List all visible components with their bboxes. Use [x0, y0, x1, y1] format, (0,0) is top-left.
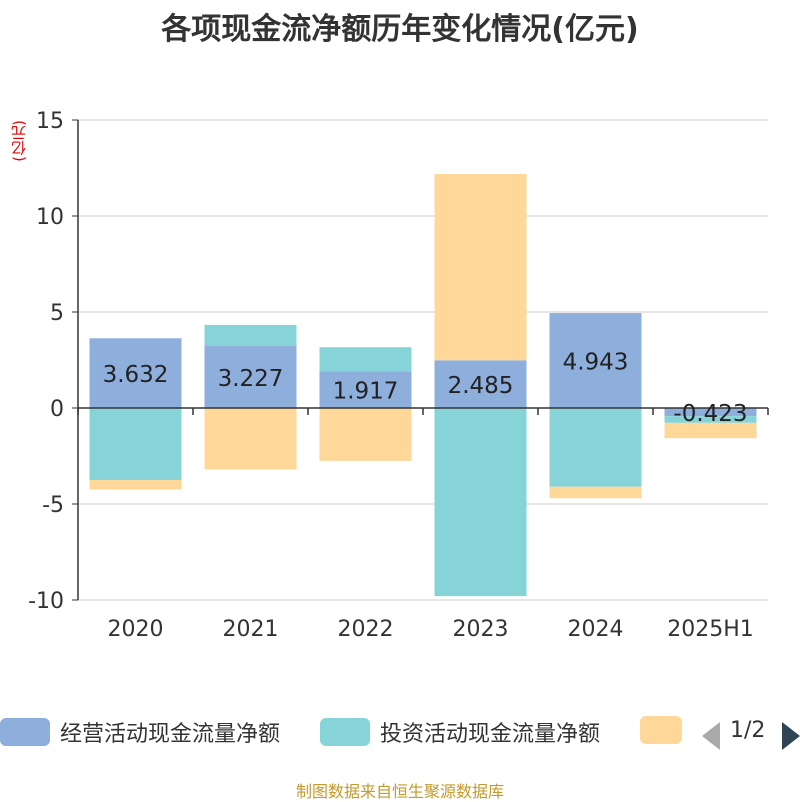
bar-investing-2025H1	[664, 416, 757, 423]
x-tick-label: 2021	[223, 617, 279, 642]
x-tick-label: 2022	[338, 617, 394, 642]
data-label: 3.227	[218, 366, 284, 392]
bar-investing-2023	[434, 408, 527, 597]
legend-swatch-operating	[0, 718, 50, 746]
data-label: -0.423	[673, 401, 747, 427]
legend-page-indicator: 1/2	[730, 718, 766, 743]
bar-financing-2024	[549, 486, 642, 499]
bar-investing-2024	[549, 408, 642, 487]
y-tick-label: 5	[50, 301, 64, 326]
bar-financing-2023	[434, 174, 527, 361]
bar-investing-2020	[89, 408, 182, 480]
legend-swatch-financing	[640, 716, 682, 744]
bar-operating-2021	[204, 346, 297, 408]
y-tick-label: 0	[50, 397, 64, 422]
bar-operating-2022	[319, 371, 412, 408]
legend-swatch-investing	[320, 718, 370, 746]
x-tick-label: 2025H1	[667, 617, 754, 642]
legend-item-operating[interactable]: 经营活动现金流量净额	[0, 716, 280, 748]
bar-operating-2023	[434, 360, 527, 408]
x-tick-label: 2024	[568, 617, 624, 642]
bar-operating-2020	[89, 338, 182, 408]
chart-title: 各项现金流净额历年变化情况(亿元)	[161, 12, 639, 47]
bar-financing-2020	[89, 480, 182, 490]
data-label: 1.917	[333, 379, 399, 405]
bar-financing-2025H1	[664, 422, 757, 439]
bar-operating-2025H1	[664, 408, 757, 417]
legend-item-financing[interactable]	[640, 716, 682, 744]
stacked-bar-chart: -10 -5 0 5 10 15 2020 2021 2022 2023 2024 2025H1 3.6…	[28, 109, 769, 642]
y-tick-label: 15	[36, 109, 64, 134]
y-tick-label: -5	[42, 493, 64, 518]
data-source-note: 制图数据来自恒生聚源数据库	[295, 782, 504, 801]
legend: 经营活动现金流量净额 投资活动现金流量净额 1/2	[0, 716, 800, 752]
legend-prev-page-icon[interactable]	[702, 722, 720, 750]
bar-operating-2024	[549, 313, 642, 408]
bar-investing-2022	[319, 347, 412, 372]
data-label: 2.485	[448, 373, 514, 399]
data-label: 3.632	[103, 362, 169, 388]
legend-item-investing[interactable]: 投资活动现金流量净额	[320, 716, 600, 748]
x-tick-label: 2020	[108, 617, 164, 642]
legend-next-page-icon[interactable]	[782, 722, 800, 750]
y-tick-label: 10	[36, 205, 64, 230]
legend-label-investing: 投资活动现金流量净额	[380, 722, 601, 747]
bar-investing-2021	[204, 324, 297, 347]
y-tick-label: -10	[28, 589, 64, 614]
legend-label-operating: 经营活动现金流量净额	[60, 722, 281, 747]
data-label: 4.943	[563, 350, 629, 376]
x-tick-label: 2023	[453, 617, 509, 642]
bar-financing-2021	[204, 408, 297, 470]
bar-financing-2022	[319, 408, 412, 461]
